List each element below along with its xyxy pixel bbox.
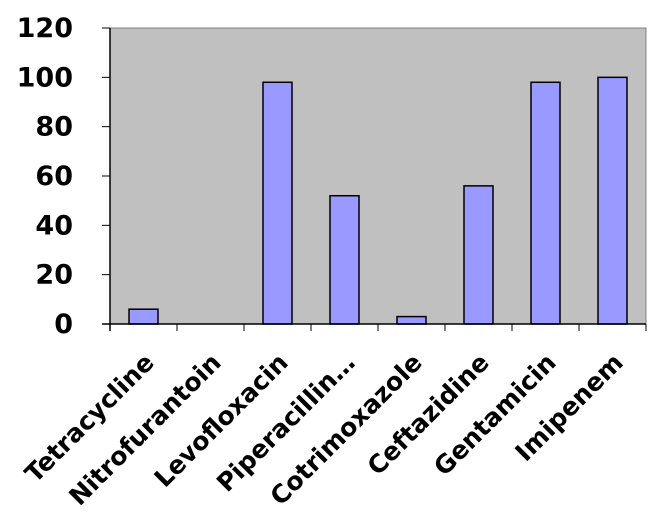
y-tick-label: 20: [35, 260, 73, 291]
bar-ceftazidine: [463, 185, 494, 325]
bar-tetracycline: [128, 308, 159, 325]
y-tick-label: 0: [54, 309, 73, 340]
plot-area: [109, 27, 647, 325]
x-axis-labels: TetracyclineNitrofurantoinLevofloxacinPi…: [19, 324, 647, 511]
bar-imipenem: [597, 76, 628, 325]
bar-levofloxacin: [262, 81, 293, 325]
y-axis: 0 20 40 60 80 100 120: [17, 13, 110, 340]
y-tick-label: 60: [35, 161, 73, 192]
y-tick-label: 100: [17, 62, 73, 93]
bar-cotrimoxazole: [396, 315, 427, 325]
y-tick-label: 120: [17, 13, 73, 44]
bar-gentamicin: [530, 81, 561, 325]
bars: [128, 76, 628, 325]
y-tick-label: 80: [35, 112, 73, 143]
bar-piperacillin: [329, 194, 360, 325]
y-tick-label: 40: [35, 210, 73, 241]
